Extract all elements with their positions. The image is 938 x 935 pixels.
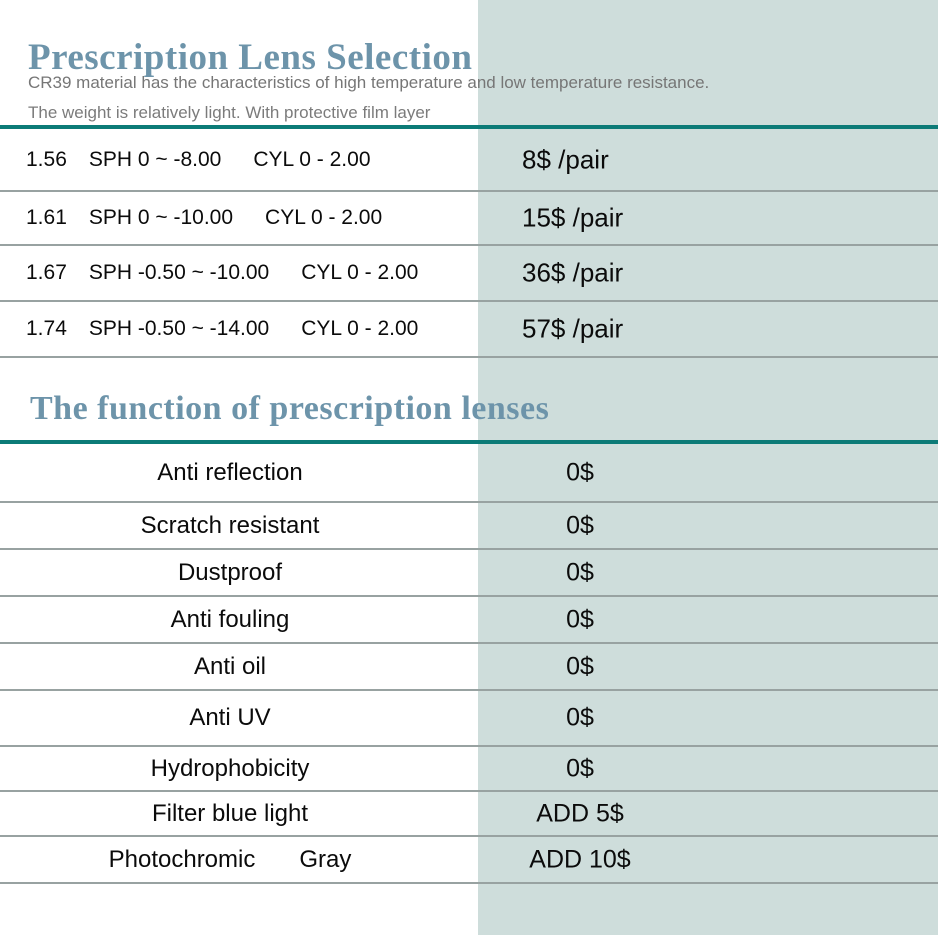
function-price: 0$ — [566, 652, 594, 680]
table-row: Anti oil 0$ — [0, 644, 938, 691]
function-name: Photochromic — [108, 845, 256, 873]
table-row: Filter blue light ADD 5$ — [0, 792, 938, 837]
price-column-background — [478, 0, 938, 935]
function-label: Dustproof — [0, 559, 460, 587]
table-row: 1.56 SPH 0 ~ -8.00 CYL 0 - 2.00 8$ /pair — [0, 129, 938, 192]
lens-index: 1.61 — [26, 206, 67, 229]
function-label: Anti reflection — [0, 459, 460, 487]
table-row: Photochromic Gray ADD 10$ — [0, 837, 938, 884]
lens-sph-range: SPH -0.50 ~ -10.00 — [88, 261, 270, 284]
function-price: 0$ — [566, 703, 594, 732]
function-price: 0$ — [566, 458, 594, 486]
table-row: 1.61 SPH 0 ~ -10.00 CYL 0 - 2.00 15$ /pa… — [0, 192, 938, 246]
function-label: Anti UV — [0, 704, 460, 732]
lens-functions-table: Anti reflection 0$ Scratch resistant 0$ … — [0, 444, 938, 884]
table-row: Hydrophobicity 0$ — [0, 747, 938, 792]
section-divider — [0, 440, 938, 444]
lens-sph-range: SPH 0 ~ -10.00 — [88, 206, 234, 229]
function-label: Anti oil — [0, 653, 460, 681]
lens-price: 8$ /pair — [522, 144, 609, 174]
lens-spec: 1.74 SPH -0.50 ~ -14.00 CYL 0 - 2.00 — [26, 317, 418, 341]
function-name: Anti oil — [193, 652, 267, 680]
function-variant: Gray — [299, 845, 352, 873]
lens-cyl-range: CYL 0 - 2.00 — [253, 147, 371, 171]
function-label: Scratch resistant — [0, 512, 460, 540]
lens-price: 15$ /pair — [522, 202, 624, 233]
function-price: ADD 10$ — [529, 845, 631, 873]
function-price: 0$ — [566, 605, 594, 633]
function-price: 0$ — [566, 754, 594, 782]
header-divider — [0, 125, 938, 129]
lens-selection-table: 1.56 SPH 0 ~ -8.00 CYL 0 - 2.00 8$ /pair… — [0, 129, 938, 358]
lens-cyl-range: CYL 0 - 2.00 — [301, 261, 419, 284]
function-label: Photochromic Gray — [0, 846, 460, 874]
function-name: Scratch resistant — [140, 511, 320, 539]
table-row: 1.74 SPH -0.50 ~ -14.00 CYL 0 - 2.00 57$… — [0, 302, 938, 358]
material-description-line2: The weight is relatively light. With pro… — [28, 103, 431, 122]
function-label: Anti fouling — [0, 606, 460, 634]
lens-price: 57$ /pair — [522, 313, 624, 344]
lens-index: 1.67 — [26, 261, 67, 284]
lens-cyl-range: CYL 0 - 2.00 — [265, 206, 383, 229]
function-price: 0$ — [566, 558, 594, 586]
lens-spec: 1.56 SPH 0 ~ -8.00 CYL 0 - 2.00 — [26, 148, 371, 172]
table-row: Dustproof 0$ — [0, 550, 938, 597]
lens-price: 36$ /pair — [522, 257, 624, 288]
lens-sph-range: SPH 0 ~ -8.00 — [88, 147, 222, 171]
function-name: Anti reflection — [157, 458, 303, 486]
lens-index: 1.56 — [26, 147, 67, 171]
function-price: ADD 5$ — [536, 799, 624, 827]
table-row: 1.67 SPH -0.50 ~ -10.00 CYL 0 - 2.00 36$… — [0, 246, 938, 302]
table-row: Scratch resistant 0$ — [0, 503, 938, 550]
function-label: Filter blue light — [0, 800, 460, 828]
function-name: Dustproof — [177, 558, 283, 586]
page-title: Prescription Lens Selection — [28, 37, 473, 78]
function-name: Anti fouling — [170, 605, 290, 633]
function-name: Filter blue light — [151, 799, 309, 827]
function-label: Hydrophobicity — [0, 755, 460, 783]
lens-spec: 1.61 SPH 0 ~ -10.00 CYL 0 - 2.00 — [26, 206, 382, 230]
material-description-line1: CR39 material has the characteristics of… — [28, 73, 710, 92]
table-row: Anti fouling 0$ — [0, 597, 938, 644]
function-name: Hydrophobicity — [150, 754, 310, 782]
table-row: Anti reflection 0$ — [0, 444, 938, 503]
lens-spec: 1.67 SPH -0.50 ~ -10.00 CYL 0 - 2.00 — [26, 261, 418, 285]
lens-cyl-range: CYL 0 - 2.00 — [301, 317, 419, 340]
lens-sph-range: SPH -0.50 ~ -14.00 — [88, 317, 270, 340]
lens-index: 1.74 — [26, 317, 67, 340]
function-name: Anti UV — [189, 704, 271, 731]
table-row: Anti UV 0$ — [0, 691, 938, 747]
function-price: 0$ — [566, 511, 594, 539]
section-heading: The function of prescription lenses — [30, 390, 550, 427]
